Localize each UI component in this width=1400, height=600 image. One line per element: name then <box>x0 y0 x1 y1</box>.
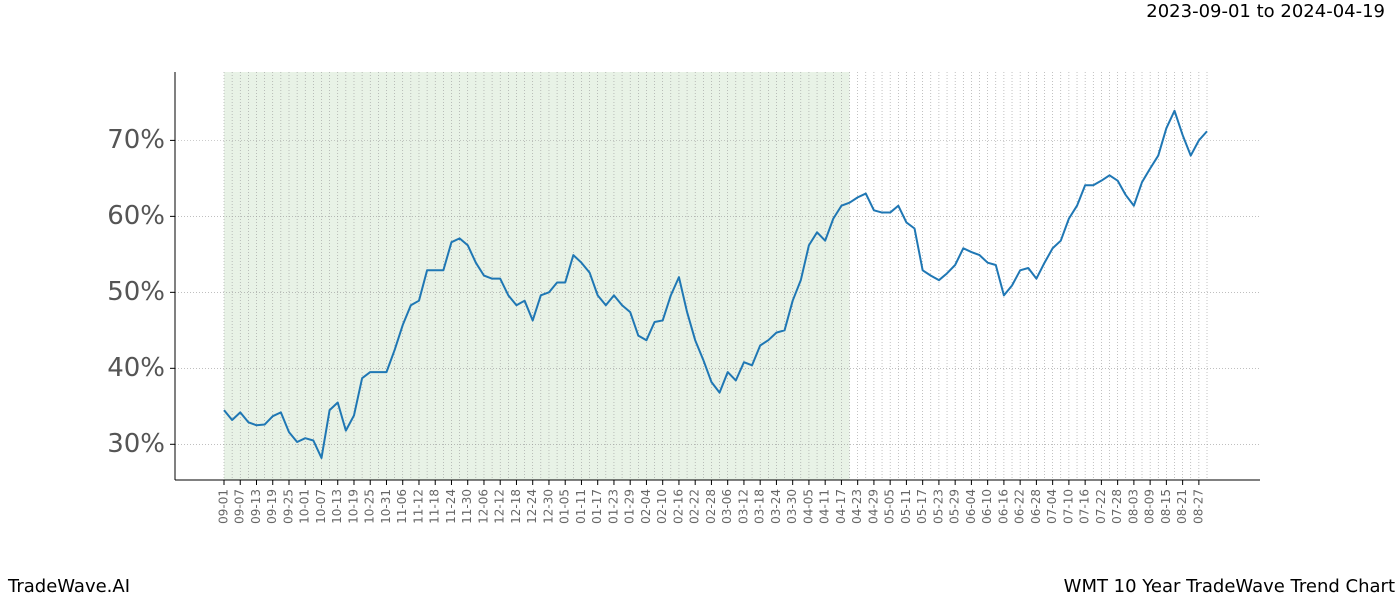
x-tick-label: 05-11 <box>899 489 913 524</box>
x-tick-label: 08-27 <box>1191 489 1205 524</box>
y-tick-label: 40% <box>107 353 165 383</box>
y-tick-label: 60% <box>107 201 165 231</box>
x-tick-label: 04-23 <box>850 489 864 524</box>
x-tick-label: 08-15 <box>1159 489 1173 524</box>
x-tick-label: 04-11 <box>818 489 832 524</box>
x-tick-label: 02-22 <box>688 489 702 524</box>
x-tick-label: 11-30 <box>460 489 474 524</box>
x-tick-label: 02-28 <box>704 489 718 524</box>
x-tick-label: 06-16 <box>996 489 1010 524</box>
x-tick-label: 04-17 <box>834 489 848 524</box>
x-tick-label: 05-23 <box>931 489 945 524</box>
x-tick-label: 03-24 <box>769 489 783 524</box>
x-tick-label: 06-04 <box>964 489 978 524</box>
x-tick-label: 05-29 <box>948 489 962 524</box>
x-tick-label: 03-18 <box>753 489 767 524</box>
x-tick-label: 04-05 <box>801 489 815 524</box>
y-tick-label: 30% <box>107 429 165 459</box>
x-tick-label: 09-07 <box>233 489 247 524</box>
x-tick-label: 12-24 <box>525 489 539 524</box>
x-tick-label: 07-16 <box>1078 489 1092 524</box>
x-tick-label: 11-24 <box>444 489 458 524</box>
x-tick-label: 01-11 <box>574 489 588 524</box>
x-tick-label: 07-04 <box>1045 489 1059 524</box>
x-tick-label: 09-25 <box>281 489 295 524</box>
x-tick-label: 10-07 <box>314 489 328 524</box>
x-tick-label: 10-01 <box>298 489 312 524</box>
x-tick-label: 08-21 <box>1175 489 1189 524</box>
x-tick-label: 12-18 <box>509 489 523 524</box>
x-tick-label: 05-05 <box>883 489 897 524</box>
x-tick-label: 12-12 <box>493 489 507 524</box>
x-tick-label: 02-04 <box>639 489 653 524</box>
x-tick-label: 09-19 <box>265 489 279 524</box>
x-tick-label: 11-12 <box>411 489 425 524</box>
x-tick-label: 05-17 <box>915 489 929 524</box>
x-tick-label: 10-13 <box>330 489 344 524</box>
x-tick-label: 06-10 <box>980 489 994 524</box>
chart-title: WMT 10 Year TradeWave Trend Chart <box>1064 576 1395 597</box>
date-range: 2023-09-01 to 2024-04-19 <box>1146 1 1385 22</box>
x-tick-label: 11-06 <box>395 489 409 524</box>
highlight-region <box>224 72 850 480</box>
x-tick-label: 01-05 <box>558 489 572 524</box>
x-tick-label: 06-22 <box>1013 489 1027 524</box>
x-tick-label: 03-12 <box>736 489 750 524</box>
x-tick-label: 12-06 <box>476 489 490 524</box>
x-tick-label: 03-30 <box>785 489 799 524</box>
x-tick-label: 06-28 <box>1029 489 1043 524</box>
x-tick-label: 01-29 <box>623 489 637 524</box>
x-tick-label: 08-09 <box>1143 489 1157 524</box>
y-tick-label: 50% <box>107 277 165 307</box>
x-tick-label: 08-03 <box>1126 489 1140 524</box>
x-tick-label: 07-28 <box>1110 489 1124 524</box>
x-tick-label: 09-01 <box>217 489 231 524</box>
x-tick-label: 04-29 <box>866 489 880 524</box>
x-tick-label: 10-25 <box>363 489 377 524</box>
x-tick-label: 07-10 <box>1061 489 1075 524</box>
x-tick-label: 12-30 <box>541 489 555 524</box>
x-tick-label: 02-16 <box>671 489 685 524</box>
brand: TradeWave.AI <box>7 576 130 597</box>
x-tick-label: 10-19 <box>346 489 360 524</box>
x-tick-label: 07-22 <box>1094 489 1108 524</box>
x-tick-label: 09-13 <box>249 489 263 524</box>
x-tick-label: 03-06 <box>720 489 734 524</box>
price-line <box>223 109 1208 459</box>
x-tick-label: 11-18 <box>428 489 442 524</box>
y-tick-label: 70% <box>107 125 165 155</box>
x-tick-label: 10-31 <box>379 489 393 524</box>
x-tick-label: 02-10 <box>655 489 669 524</box>
x-tick-label: 01-17 <box>590 489 604 524</box>
x-tick-label: 01-23 <box>606 489 620 524</box>
